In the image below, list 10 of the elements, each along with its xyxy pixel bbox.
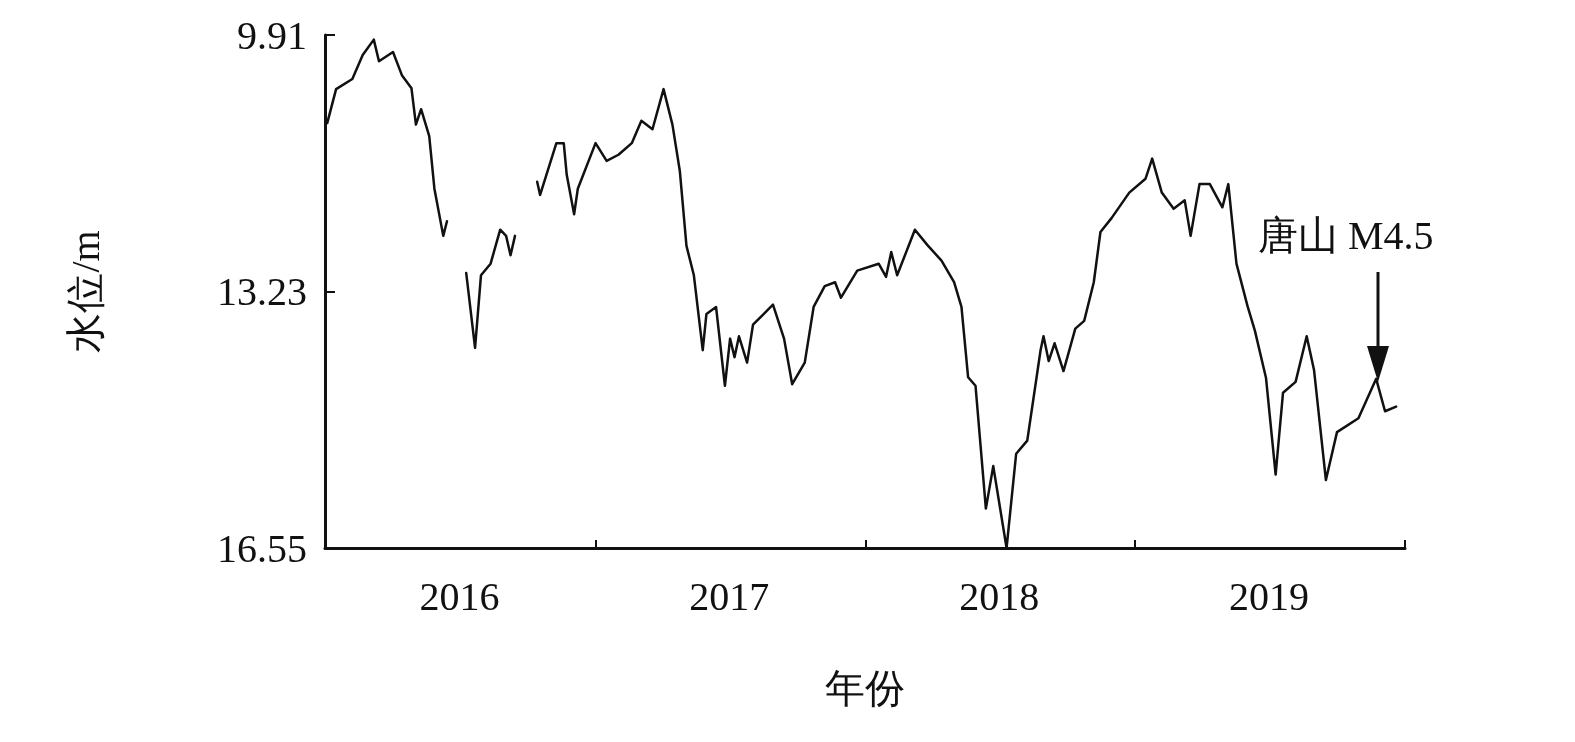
y-tick-label: 16.55 xyxy=(217,525,307,571)
x-tick-label: 2017 xyxy=(689,573,770,619)
x-tick-label: 2018 xyxy=(959,573,1040,619)
annotation: 唐山 M4.5 xyxy=(1258,212,1434,258)
x-axis-title: 年份 xyxy=(825,665,905,711)
y-tick-label: 9.91 xyxy=(237,12,307,58)
y-tick-label: 13.23 xyxy=(217,269,307,314)
x-tick-label: 2016 xyxy=(419,573,500,619)
y-axis-title: 水位/m xyxy=(62,230,108,353)
x-tick-label: 2019 xyxy=(1228,573,1309,619)
